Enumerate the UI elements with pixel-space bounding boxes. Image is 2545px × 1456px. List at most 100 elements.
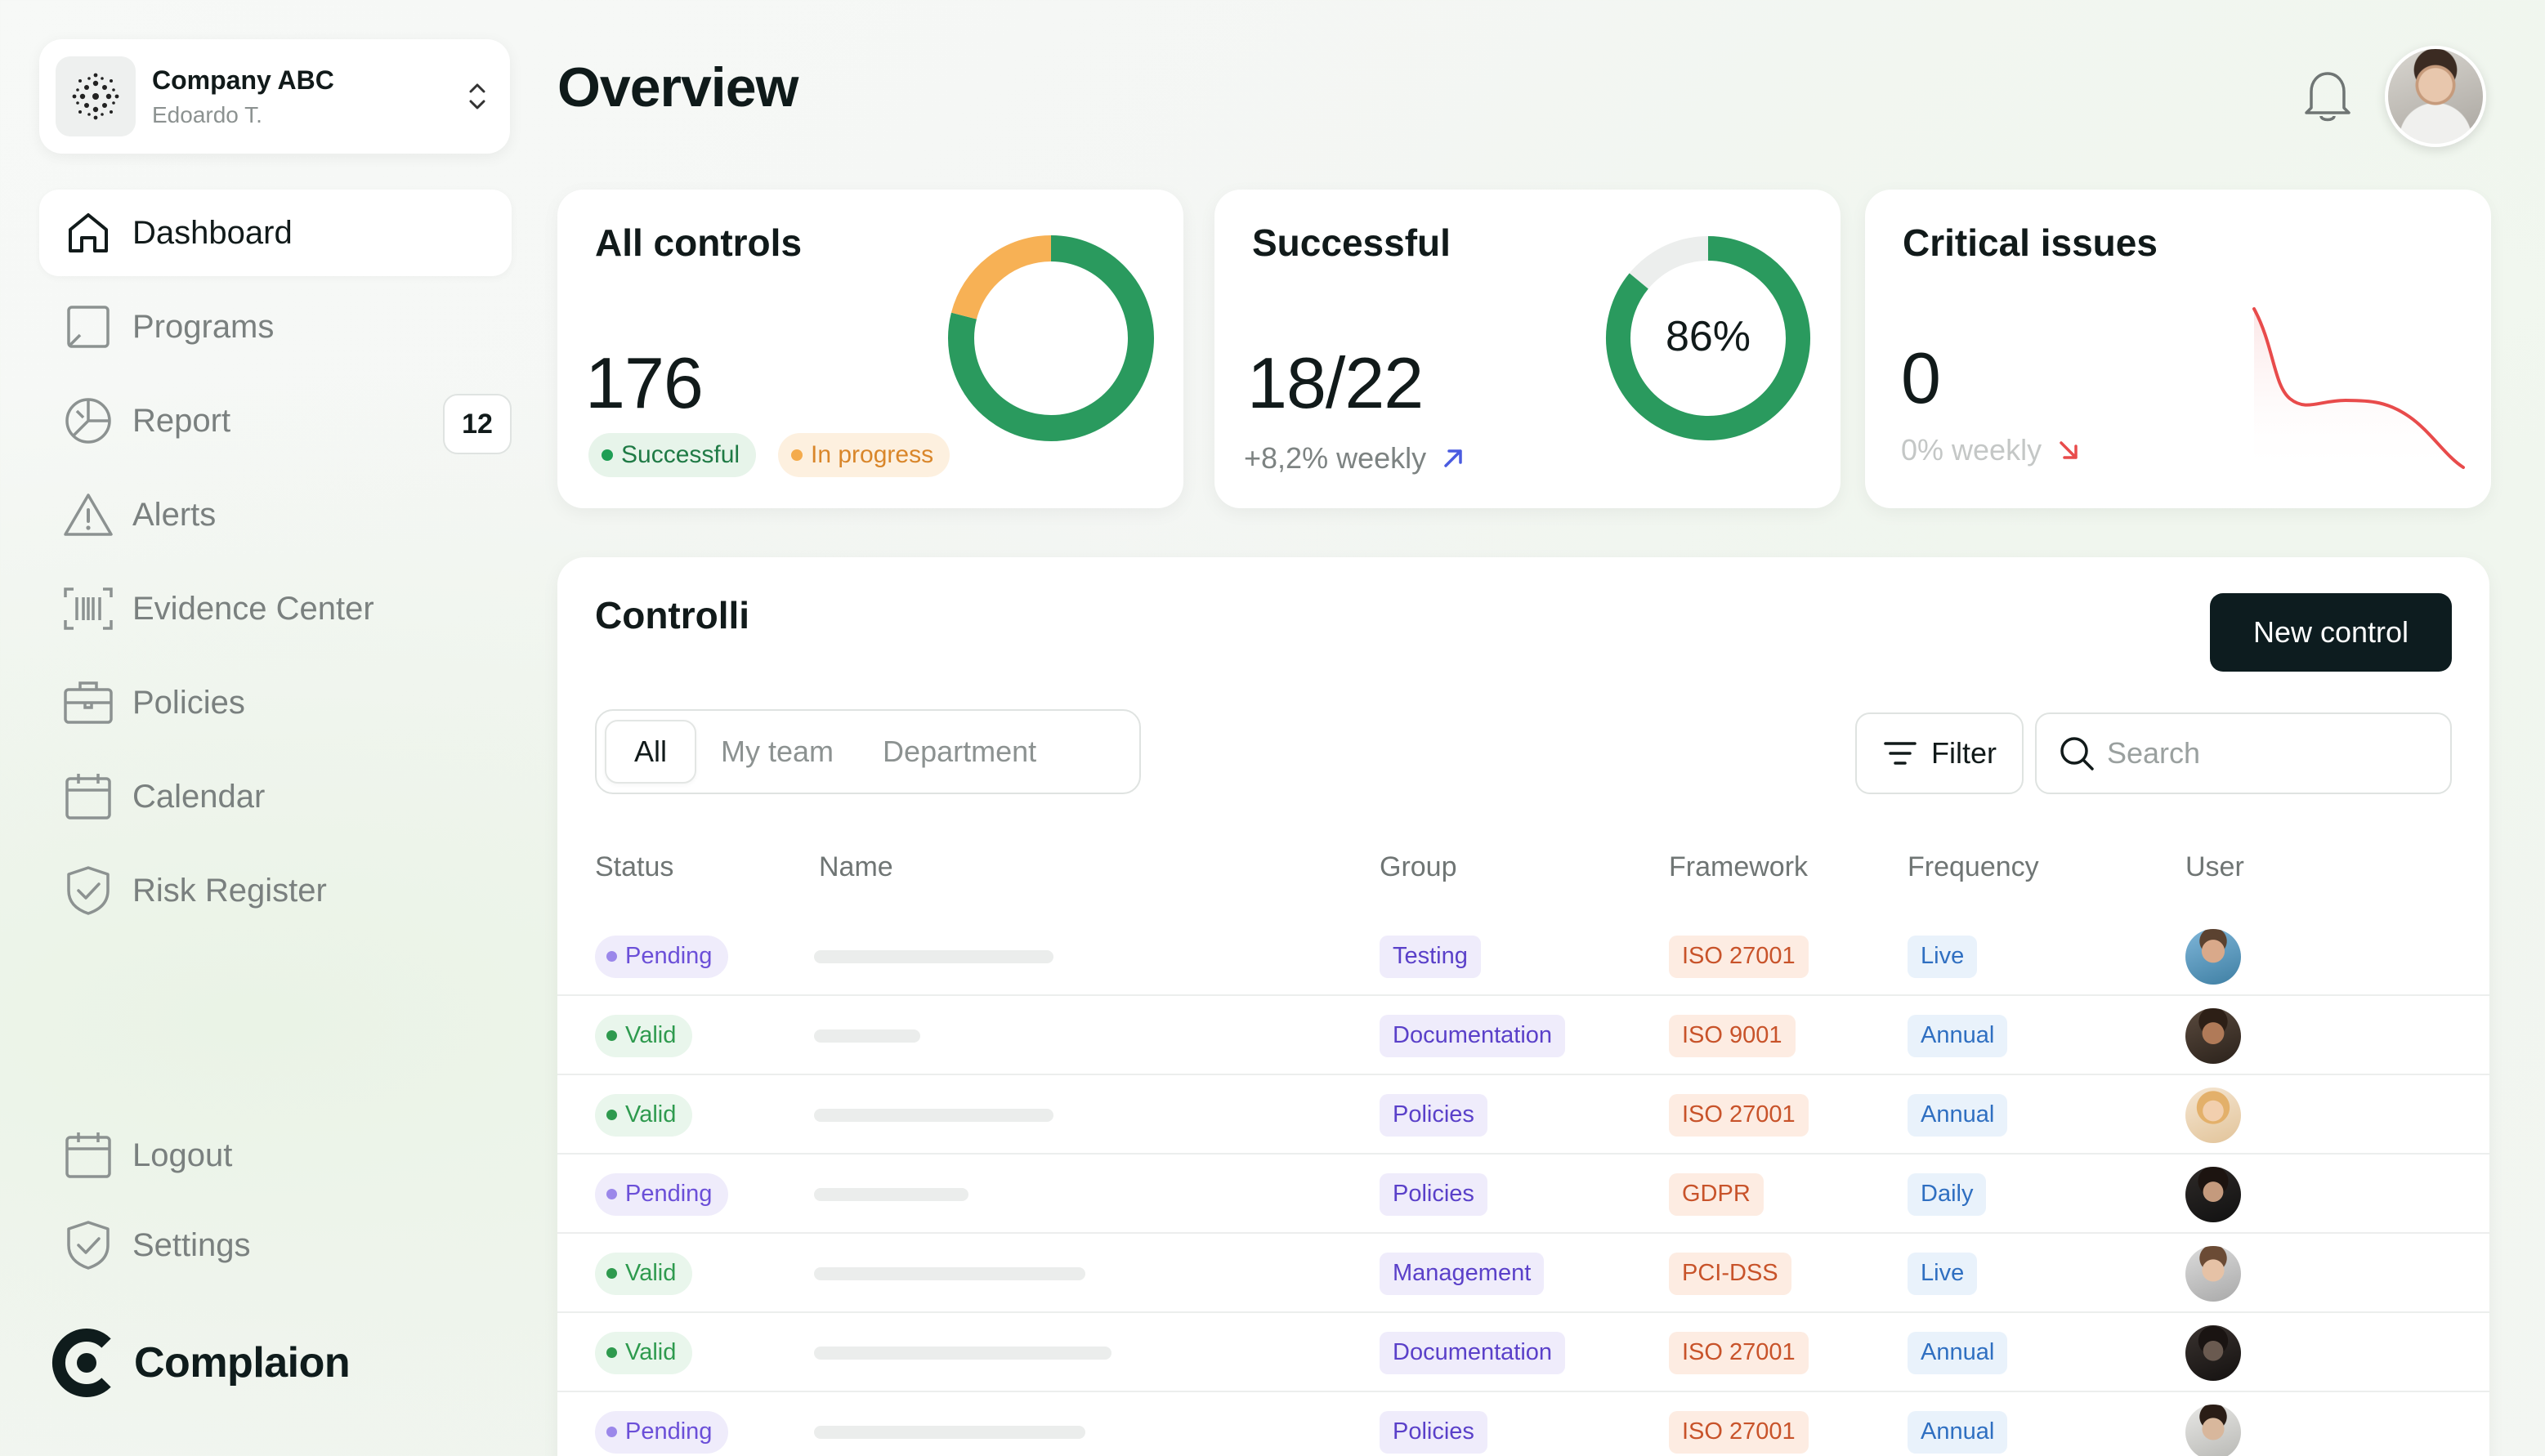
avatar[interactable]	[2185, 928, 2241, 985]
weekly-change: +8,2% weekly	[1244, 441, 1465, 476]
status-dot	[606, 951, 617, 962]
sidebar-item-programs[interactable]: Programs	[39, 284, 512, 370]
search-box[interactable]	[2035, 712, 2452, 794]
sidebar-item-calendar[interactable]: Calendar	[39, 753, 512, 840]
legend-label: In progress	[811, 441, 934, 468]
donut-segment-in-progress	[950, 235, 1052, 320]
tab-all[interactable]: All	[605, 720, 697, 784]
legend-dot	[791, 449, 803, 461]
frequency-tag: Daily	[1908, 1172, 1987, 1216]
table-row[interactable]: Pending Policies ISO 27001 Annual	[557, 1392, 2489, 1456]
table-row[interactable]: Valid Management PCI-DSS Live	[557, 1234, 2489, 1313]
name-cell	[814, 1392, 1085, 1456]
sidebar-item-report[interactable]: Report 12	[39, 377, 512, 464]
sparkline-area	[2254, 309, 2463, 476]
sidebar-item-settings[interactable]: Settings	[39, 1204, 512, 1286]
status-label: Valid	[625, 1339, 677, 1365]
weekly-label: +8,2% weekly	[1244, 441, 1427, 475]
group-tag: Documentation	[1380, 1331, 1566, 1374]
status-badge: Valid	[595, 1014, 693, 1057]
sidebar-item-evidence-center[interactable]: Evidence Center	[39, 565, 512, 652]
table-row[interactable]: Valid Documentation ISO 9001 Annual	[557, 996, 2489, 1075]
barcode-icon	[62, 583, 114, 635]
frequency-cell: Daily	[1908, 1155, 1987, 1234]
name-cell	[814, 1155, 968, 1234]
status-badge: Valid	[595, 1252, 693, 1295]
avatar[interactable]	[2185, 1245, 2241, 1302]
name-placeholder-bar	[814, 1108, 1053, 1122]
group-tag: Policies	[1380, 1172, 1487, 1216]
shield-check-icon	[62, 864, 114, 917]
avatar[interactable]	[2185, 1166, 2241, 1222]
frequency-tag: Live	[1908, 935, 1978, 978]
column-header-group[interactable]: Group	[1380, 851, 1457, 882]
table-body: Pending Testing ISO 27001 Live Vali	[557, 917, 2489, 1456]
sidebar-item-dashboard[interactable]: Dashboard	[39, 190, 512, 276]
bell-icon[interactable]	[2301, 67, 2354, 124]
group-cell: Documentation	[1380, 1313, 1566, 1392]
table-row[interactable]: Pending Testing ISO 27001 Live	[557, 917, 2489, 996]
frequency-tag: Annual	[1908, 1014, 2008, 1057]
column-header-frequency[interactable]: Frequency	[1908, 851, 2039, 882]
scope-tabs: All My team Department	[595, 709, 1141, 794]
new-control-button[interactable]: New control	[2210, 593, 2452, 672]
frequency-cell: Live	[1908, 1234, 1978, 1313]
framework-tag: ISO 27001	[1669, 1093, 1809, 1137]
company-switcher[interactable]: Company ABC Edoardo T.	[39, 39, 510, 154]
sidebar-item-label: Evidence Center	[132, 590, 374, 627]
column-header-name[interactable]: Name	[819, 851, 893, 882]
column-header-status[interactable]: Status	[595, 851, 674, 882]
sidebar-item-label: Logout	[132, 1137, 233, 1173]
status-badge: Pending	[595, 935, 729, 978]
avatar[interactable]	[2185, 1324, 2241, 1381]
avatar[interactable]	[2385, 46, 2486, 147]
card-title: All controls	[595, 221, 803, 264]
table-row[interactable]: Valid Policies ISO 27001 Annual	[557, 1075, 2489, 1155]
framework-tag: GDPR	[1669, 1172, 1764, 1216]
critical-issues-card: Critical issues 0 0% weekly	[1865, 190, 2491, 508]
status-label: Valid	[625, 1101, 677, 1128]
name-cell	[814, 1313, 1111, 1392]
sidebar-item-policies[interactable]: Policies	[39, 659, 512, 746]
status-badge: Valid	[595, 1331, 693, 1374]
filter-button[interactable]: Filter	[1855, 712, 2024, 794]
user-cell	[2185, 996, 2241, 1075]
tab-my-team[interactable]: My team	[721, 735, 834, 768]
frequency-cell: Annual	[1908, 1075, 2008, 1155]
sidebar-item-alerts[interactable]: Alerts	[39, 471, 512, 558]
name-cell	[814, 996, 920, 1075]
card-title: Successful	[1252, 221, 1451, 264]
sidebar-item-label: Alerts	[132, 496, 217, 533]
sidebar-item-logout[interactable]: Logout	[39, 1114, 512, 1196]
critical-issues-sparkline	[2252, 307, 2465, 476]
status-badge: Valid	[595, 1093, 693, 1137]
sidebar-item-risk-register[interactable]: Risk Register	[39, 847, 512, 934]
table-row[interactable]: Valid Documentation ISO 27001 Annual	[557, 1313, 2489, 1392]
column-header-framework[interactable]: Framework	[1669, 851, 1809, 882]
table-row[interactable]: Pending Policies GDPR Daily	[557, 1155, 2489, 1234]
weekly-change: 0% weekly	[1901, 433, 2081, 467]
column-header-user[interactable]: User	[2185, 851, 2244, 882]
user-cell	[2185, 1075, 2241, 1155]
search-input[interactable]	[2107, 736, 2434, 770]
report-count-badge: 12	[443, 394, 512, 454]
status-cell: Valid	[595, 1234, 693, 1313]
page-title: Overview	[557, 56, 798, 118]
tab-department[interactable]: Department	[883, 735, 1037, 768]
group-cell: Policies	[1380, 1075, 1487, 1155]
successful-card: Successful 18/22 +8,2% weekly 86%	[1214, 190, 1841, 508]
framework-tag: ISO 27001	[1669, 935, 1809, 978]
avatar[interactable]	[2185, 1007, 2241, 1064]
calendar-icon	[62, 770, 114, 823]
status-cell: Valid	[595, 996, 693, 1075]
status-dot	[606, 1268, 617, 1279]
group-cell: Documentation	[1380, 996, 1566, 1075]
sparkline-line	[2252, 307, 2465, 469]
frequency-cell: Annual	[1908, 1392, 2008, 1456]
calendar-icon	[62, 1129, 114, 1181]
user-cell	[2185, 1392, 2241, 1456]
chevron-updown-icon[interactable]	[461, 72, 494, 121]
status-label: Valid	[625, 1260, 677, 1286]
avatar[interactable]	[2185, 1404, 2241, 1456]
avatar[interactable]	[2185, 1087, 2241, 1143]
